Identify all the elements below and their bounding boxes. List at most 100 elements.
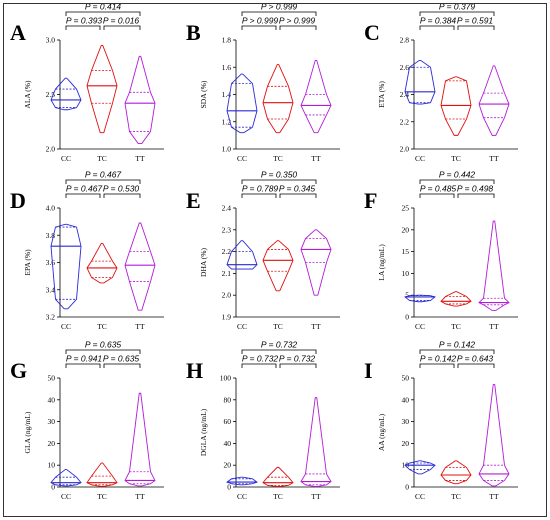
y-axis-label: GLA (ng/mL) bbox=[23, 411, 32, 453]
y-tick-label: 0 bbox=[227, 483, 231, 492]
significance-bracket bbox=[65, 179, 141, 184]
y-tick-label: 20 bbox=[402, 225, 410, 234]
x-tick-label: TC bbox=[451, 322, 461, 331]
significance-bracket bbox=[279, 363, 317, 368]
significance-bracket bbox=[457, 193, 495, 198]
significance-bracket bbox=[65, 349, 141, 354]
p-value-label: P = 0.643 bbox=[457, 354, 494, 364]
y-tick-label: 10 bbox=[402, 269, 410, 278]
significance-bracket bbox=[279, 25, 317, 30]
violin-tt bbox=[124, 55, 156, 144]
p-value-label: P = 0.941 bbox=[66, 354, 103, 364]
significance-bracket bbox=[103, 25, 141, 30]
violin-tc bbox=[262, 64, 294, 134]
p-value-label: P = 0.350 bbox=[261, 170, 298, 180]
x-tick-label: TC bbox=[97, 154, 107, 163]
x-tick-label: TT bbox=[311, 154, 321, 163]
y-tick-label: 20 bbox=[402, 439, 410, 448]
p-value-label: P = 0.485 bbox=[420, 184, 457, 194]
significance-bracket bbox=[419, 179, 495, 184]
violin-tc bbox=[262, 240, 294, 292]
y-tick-label: 3.2 bbox=[46, 313, 56, 322]
p-value-label: P = 0.142 bbox=[439, 340, 476, 350]
violin-tt bbox=[478, 384, 510, 487]
p-value-label: P = 0.635 bbox=[103, 354, 140, 364]
p-value-label: P = 0.635 bbox=[85, 340, 122, 350]
panel-letter: C bbox=[364, 20, 380, 45]
y-tick-label: 2.2 bbox=[222, 247, 232, 256]
p-value-label: P = 0.379 bbox=[439, 3, 476, 12]
significance-bracket bbox=[419, 193, 455, 198]
panel-e: E DHA (%) 1.9 2.0 2.1 2.2 2.3 2.4 CC TC TT P = 0.78… bbox=[186, 170, 340, 331]
y-tick-label: 50 bbox=[402, 374, 410, 383]
panel-letter: H bbox=[186, 358, 203, 383]
violin-tc bbox=[440, 76, 472, 136]
x-tick-label: CC bbox=[237, 492, 247, 501]
x-tick-label: CC bbox=[237, 154, 247, 163]
y-tick-label: 50 bbox=[48, 374, 56, 383]
x-tick-label: CC bbox=[237, 322, 247, 331]
violin-tt bbox=[478, 65, 510, 136]
violin-tc bbox=[86, 45, 118, 134]
p-value-label: P > 0.999 bbox=[242, 16, 279, 26]
p-value-label: P = 0.498 bbox=[457, 184, 494, 194]
p-value-label: P = 0.384 bbox=[420, 16, 457, 26]
panel-letter: A bbox=[10, 20, 26, 45]
y-tick-label: 0 bbox=[405, 483, 409, 492]
y-axis-label: DGLA (ng/mL) bbox=[199, 408, 208, 456]
p-value-label: P = 0.393 bbox=[66, 16, 103, 26]
p-value-label: P = 0.732 bbox=[261, 340, 298, 350]
y-tick-label: 1.4 bbox=[222, 90, 232, 99]
panel-letter: F bbox=[364, 188, 377, 213]
p-value-label: P = 0.345 bbox=[279, 184, 316, 194]
y-tick-label: 2.0 bbox=[222, 291, 232, 300]
y-tick-label: 60 bbox=[224, 417, 232, 426]
p-value-label: P > 0.999 bbox=[279, 16, 316, 26]
significance-bracket bbox=[241, 349, 317, 354]
y-tick-label: 30 bbox=[48, 417, 56, 426]
significance-bracket bbox=[65, 25, 101, 30]
y-tick-label: 30 bbox=[402, 417, 410, 426]
x-tick-label: CC bbox=[61, 154, 71, 163]
significance-bracket bbox=[241, 363, 277, 368]
significance-bracket bbox=[65, 193, 101, 198]
y-axis-label: SDA (%) bbox=[199, 80, 208, 108]
y-tick-label: 100 bbox=[220, 374, 232, 383]
p-value-label: P = 0.591 bbox=[457, 16, 494, 26]
panel-letter: E bbox=[186, 188, 201, 213]
y-tick-label: 3.6 bbox=[46, 258, 56, 267]
x-tick-label: TC bbox=[273, 154, 283, 163]
y-tick-label: 2.2 bbox=[400, 117, 410, 126]
y-tick-label: 20 bbox=[224, 461, 232, 470]
y-tick-label: 1.8 bbox=[222, 36, 232, 45]
panel-a: A ALA (%) 2.0 2.5 3.0 CC TC TT P = 0.393 P = 0.01… bbox=[10, 4, 164, 163]
y-axis-label: AA (ng/mL) bbox=[377, 413, 386, 451]
y-tick-label: 1.9 bbox=[222, 313, 232, 322]
y-axis-label: ETA (%) bbox=[377, 81, 386, 108]
violin-tc bbox=[86, 242, 118, 284]
significance-bracket bbox=[419, 349, 495, 354]
y-tick-label: 2.0 bbox=[400, 145, 410, 154]
x-tick-label: CC bbox=[61, 322, 71, 331]
y-tick-label: 2.5 bbox=[46, 90, 56, 99]
significance-bracket bbox=[279, 193, 317, 198]
y-tick-label: 15 bbox=[402, 247, 410, 256]
significance-bracket bbox=[241, 193, 277, 198]
violin-cc bbox=[50, 77, 82, 111]
p-value-label: P > 0.999 bbox=[261, 3, 298, 12]
significance-bracket bbox=[241, 11, 317, 16]
y-tick-label: 5 bbox=[405, 291, 409, 300]
panel-letter: B bbox=[186, 20, 201, 45]
x-tick-label: TC bbox=[273, 322, 283, 331]
significance-bracket bbox=[457, 25, 495, 30]
p-value-label: P = 0.467 bbox=[66, 184, 103, 194]
y-tick-label: 2.1 bbox=[222, 269, 232, 278]
violin-tt bbox=[124, 222, 156, 311]
y-tick-label: 25 bbox=[402, 204, 410, 213]
x-tick-label: CC bbox=[415, 492, 425, 501]
